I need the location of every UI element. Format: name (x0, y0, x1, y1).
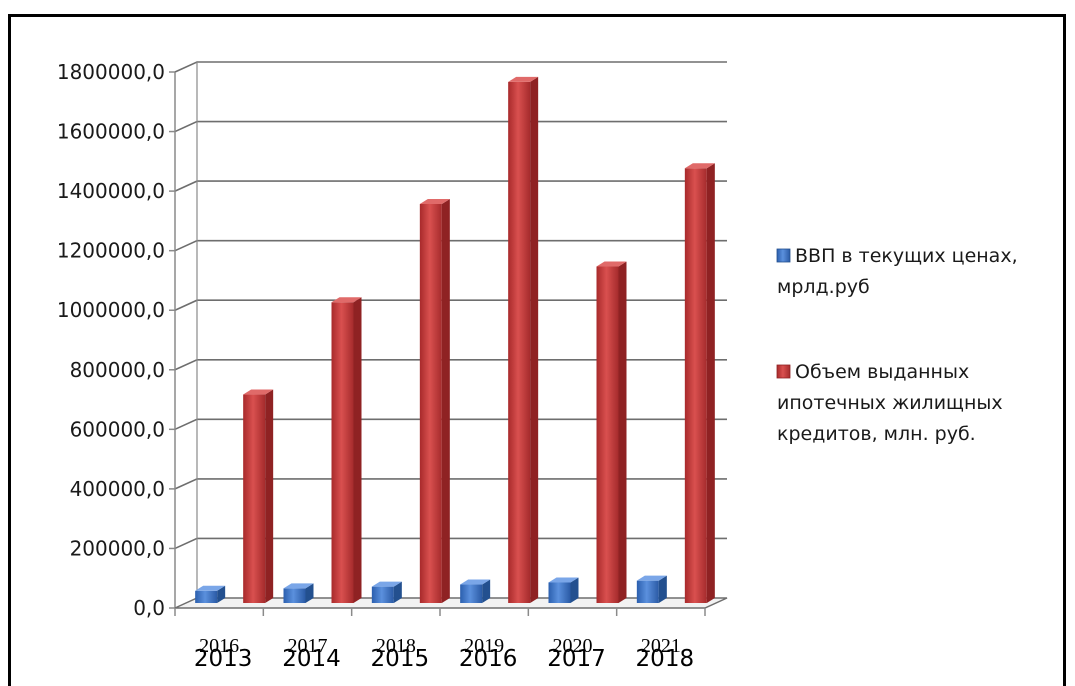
bar-front (371, 586, 394, 603)
bar-front (684, 168, 707, 603)
bar-mortgage (331, 297, 362, 603)
legend-label: кредитов, млн. руб. (777, 423, 976, 445)
bar-mortgage (684, 163, 715, 603)
x-tick-label: 2013 (194, 646, 253, 672)
bar-gdp (195, 585, 226, 603)
bar-front (283, 588, 306, 603)
x-tick-labels: 2016 2017 2018 2019 2020 2021 2013 2014 2015 2016… (194, 635, 694, 672)
x-tick-label-overlay: 2019 (464, 635, 504, 657)
bar-top (636, 575, 667, 581)
bar-side (658, 575, 667, 603)
bar-front (243, 394, 266, 603)
bar-top (508, 76, 539, 82)
axes (169, 62, 728, 616)
bar-top (684, 163, 715, 169)
bar-side (618, 261, 627, 603)
legend-label: Объем выданных (795, 361, 969, 383)
bar-front (460, 584, 483, 603)
bar-front (331, 302, 354, 603)
y-tick-labels: 0,0 200000,0 400000,0 600000,0 800000,0 10000… (57, 60, 165, 620)
x-tick-label-overlay: 2017 (288, 635, 328, 657)
legend-swatch (776, 364, 791, 379)
x-tick-label-overlay: 2018 (376, 635, 416, 657)
x-tick-label: 2015 (371, 646, 430, 672)
y-tick-label: 1600000,0 (57, 120, 165, 144)
x-tick-label: 2018 (636, 646, 695, 672)
x-tick-label: 2016 (459, 646, 518, 672)
y-tick-label: 400000,0 (70, 477, 165, 501)
bar-top (243, 389, 274, 395)
bars (195, 76, 715, 603)
bar-front (508, 81, 531, 603)
bar-side (353, 297, 362, 603)
x-tick-label-overlay: 2016 (199, 635, 239, 657)
bar-top (548, 577, 579, 583)
legend-item-mortgage: Объем выданных ипотечных жилищных кредитов… (776, 361, 1003, 445)
y-tick-label: 600000,0 (70, 417, 165, 441)
x-tick-label: 2014 (282, 646, 341, 672)
x-tick-label-overlay: 2020 (553, 635, 593, 657)
legend-swatch (776, 248, 791, 263)
bar-mortgage (419, 198, 450, 603)
bar-side (482, 579, 491, 603)
bar-side (441, 198, 450, 603)
bar-top (283, 583, 314, 589)
legend-item-gdp: ВВП в текущих ценах, мрлд.руб (776, 245, 1018, 298)
bar-front (548, 582, 571, 603)
y-tick-label: 800000,0 (70, 358, 165, 382)
bar-side (393, 581, 402, 603)
legend-label: ВВП в текущих ценах, (795, 245, 1018, 267)
legend-label: мрлд.руб (777, 276, 870, 298)
bar-top (419, 198, 450, 204)
bar-top (371, 581, 402, 587)
bar-side (530, 76, 539, 603)
y-tick-label: 200000,0 (70, 536, 165, 560)
bar-mortgage (508, 76, 539, 603)
y-tick-label: 1800000,0 (57, 60, 165, 84)
bar-side (706, 163, 715, 603)
bar-top (331, 297, 362, 303)
bar-side (570, 577, 579, 603)
bar-mortgage (243, 389, 274, 603)
bar-gdp (636, 575, 667, 603)
bar-gdp (283, 583, 314, 603)
bar-gdp (460, 579, 491, 603)
y-tick-label: 0,0 (133, 596, 165, 620)
bar-front (636, 580, 659, 603)
legend: ВВП в текущих ценах, мрлд.руб Объем выданн… (776, 245, 1018, 445)
bar-front (195, 590, 218, 603)
bar-mortgage (596, 261, 627, 603)
y-tick-label: 1400000,0 (57, 179, 165, 203)
x-tick-label-overlay: 2021 (641, 635, 681, 657)
bar-top (460, 579, 491, 585)
legend-label: ипотечных жилищных (777, 392, 1003, 414)
bar-front (596, 266, 619, 603)
bar-side (217, 585, 226, 603)
y-tick-label: 1000000,0 (57, 298, 165, 322)
bar-gdp (548, 577, 579, 603)
y-tick-label: 1200000,0 (57, 239, 165, 263)
bar-side (265, 389, 274, 603)
bar-top (596, 261, 627, 267)
plot-back-wall (197, 62, 727, 598)
bar-gdp (371, 581, 402, 603)
bar-side (305, 583, 314, 603)
x-tick-label: 2017 (547, 646, 606, 672)
bar-top (195, 585, 226, 591)
bar-front (419, 203, 442, 603)
